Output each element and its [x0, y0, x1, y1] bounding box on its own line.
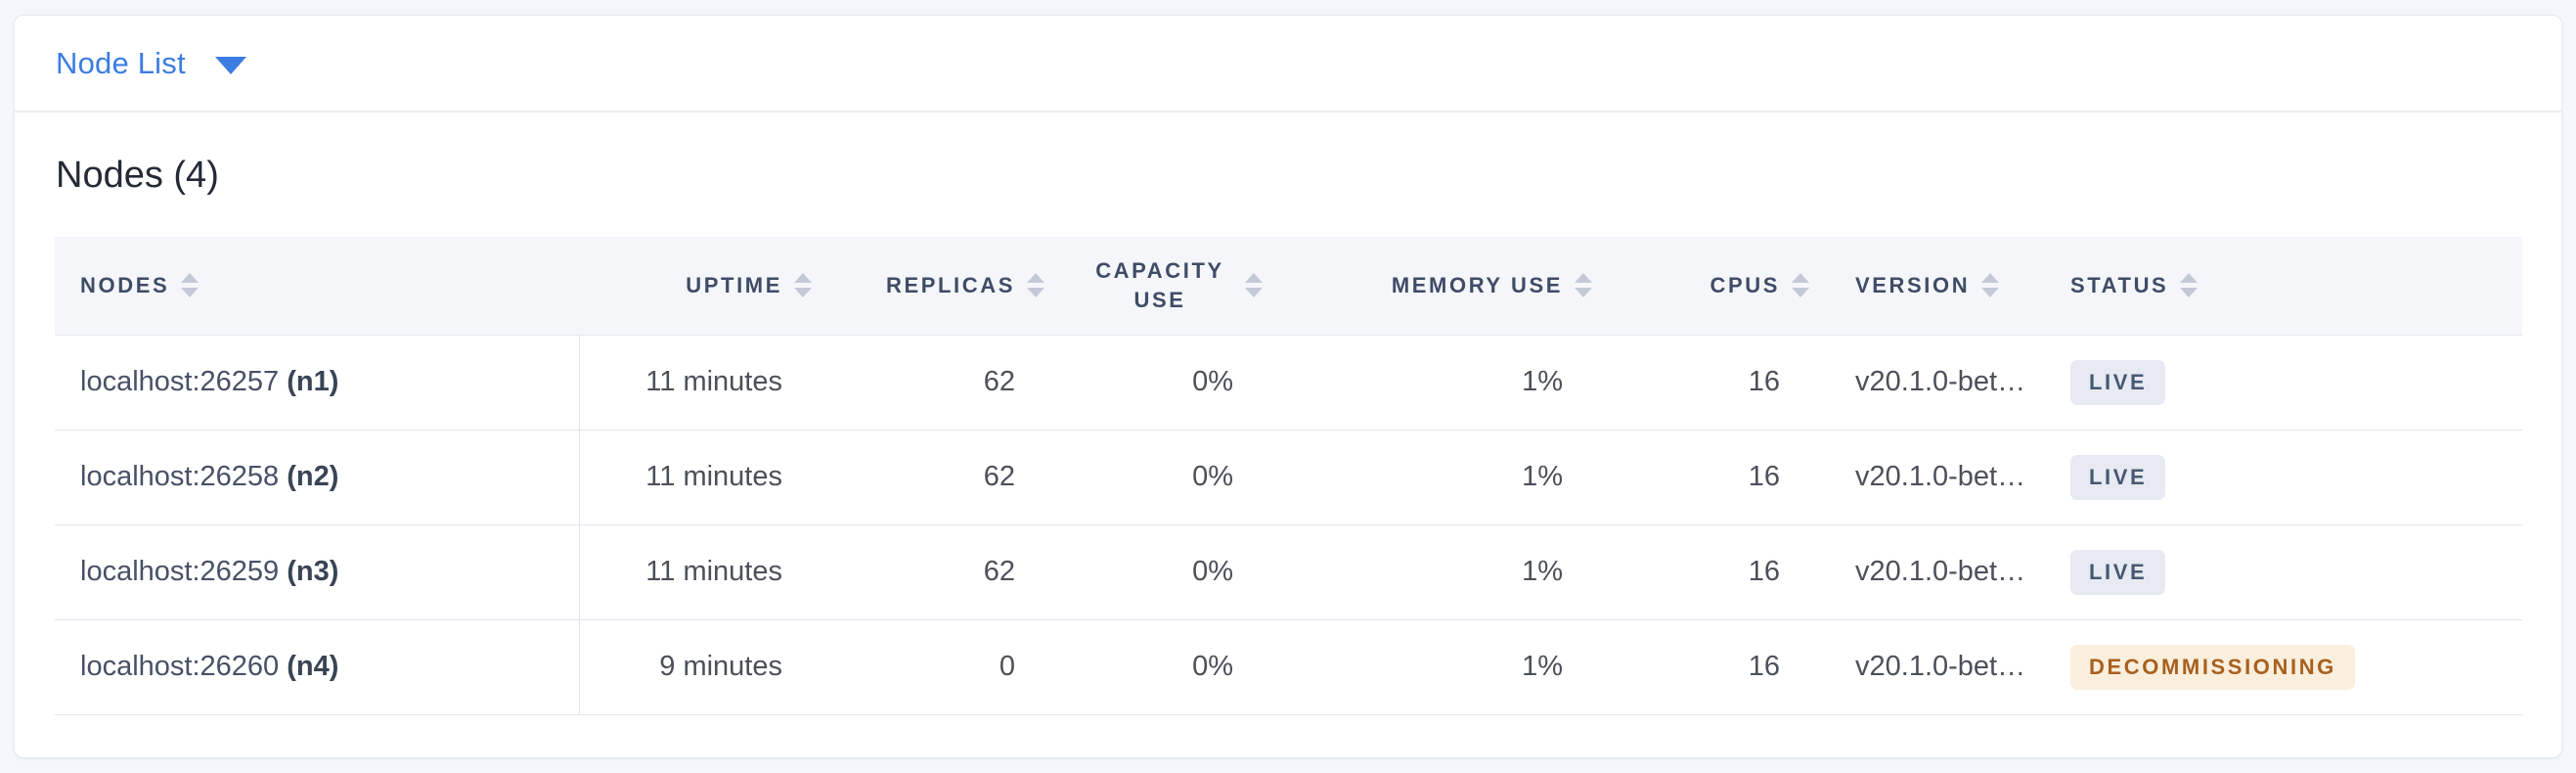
- memory-use-cell: 1%: [1288, 619, 1618, 715]
- capacity-use-cell: 0%: [1070, 335, 1288, 431]
- column-header-memory-use[interactable]: MEMORY USE: [1288, 237, 1618, 336]
- nodes-content: Nodes (4) NODES UPTIME: [15, 113, 2561, 715]
- replicas-cell: 0: [837, 619, 1070, 715]
- column-header-uptime[interactable]: UPTIME: [579, 237, 837, 336]
- status-badge: LIVE: [2070, 454, 2166, 500]
- table-row: localhost:26260 (n4) 9 minutes 0 0% 1% 1…: [55, 619, 2522, 715]
- status-cell: LIVE: [2055, 524, 2522, 620]
- version-cell: v20.1.0-bet…: [1835, 430, 2055, 525]
- status-cell: LIVE: [2055, 430, 2522, 525]
- column-header-version[interactable]: VERSION: [1835, 237, 2055, 336]
- replicas-cell: 62: [837, 430, 1070, 525]
- view-selector-label: Node List: [56, 45, 186, 80]
- node-cell: localhost:26257 (n1): [55, 335, 580, 431]
- capacity-use-cell: 0%: [1070, 619, 1288, 715]
- column-header-label: CPUS: [1710, 272, 1780, 297]
- replicas-cell: 62: [837, 335, 1070, 431]
- cpus-cell: 16: [1618, 430, 1835, 525]
- sort-arrows-icon: [181, 273, 200, 298]
- column-header-label: STATUS: [2070, 272, 2169, 297]
- node-address-link[interactable]: localhost:26258: [80, 461, 280, 492]
- table-row: localhost:26259 (n3) 11 minutes 62 0% 1%…: [55, 524, 2522, 620]
- table-header-row: NODES UPTIME REPLICAS: [55, 237, 2522, 336]
- sort-arrows-icon: [1027, 273, 1044, 298]
- node-id: (n3): [287, 556, 339, 587]
- memory-use-cell: 1%: [1288, 430, 1618, 525]
- sort-arrows-icon: [794, 273, 812, 298]
- version-cell: v20.1.0-bet…: [1835, 524, 2055, 620]
- node-id: (n2): [287, 461, 339, 492]
- column-header-replicas[interactable]: REPLICAS: [837, 237, 1070, 336]
- table-row: localhost:26258 (n2) 11 minutes 62 0% 1%…: [55, 430, 2522, 525]
- status-badge: LIVE: [2070, 359, 2166, 405]
- column-header-cpus[interactable]: CPUS: [1618, 237, 1835, 336]
- node-address-link[interactable]: localhost:26259: [80, 556, 280, 587]
- node-cell: localhost:26259 (n3): [55, 524, 580, 620]
- nodes-card: Node List Nodes (4) NODES: [14, 15, 2562, 758]
- uptime-cell: 9 minutes: [579, 619, 837, 715]
- column-header-nodes[interactable]: NODES: [55, 237, 579, 336]
- sort-arrows-icon: [1575, 273, 1592, 298]
- column-header-label: UPTIME: [686, 272, 782, 297]
- cpus-cell: 16: [1618, 619, 1835, 715]
- column-header-label: REPLICAS: [885, 272, 1015, 297]
- version-cell: v20.1.0-bet…: [1835, 619, 2055, 715]
- column-header-capacity-use[interactable]: CAPACITY USE: [1070, 237, 1288, 336]
- nodes-table: NODES UPTIME REPLICAS: [55, 237, 2522, 715]
- replicas-cell: 62: [837, 524, 1070, 620]
- node-address-link[interactable]: localhost:26260: [80, 651, 280, 682]
- uptime-cell: 11 minutes: [579, 524, 837, 620]
- sort-arrows-icon: [1981, 273, 2000, 298]
- node-address-link[interactable]: localhost:26257: [80, 366, 280, 397]
- status-cell: DECOMMISSIONING: [2055, 619, 2522, 715]
- column-header-label: VERSION: [1855, 272, 1971, 297]
- sort-arrows-icon: [2180, 273, 2198, 298]
- page-title: Nodes (4): [56, 155, 219, 196]
- sort-arrows-icon: [1792, 273, 1809, 298]
- uptime-cell: 11 minutes: [579, 335, 837, 431]
- memory-use-cell: 1%: [1288, 335, 1618, 431]
- cpus-cell: 16: [1618, 524, 1835, 620]
- view-selector-strip: Node List: [15, 16, 2561, 113]
- status-cell: LIVE: [2055, 335, 2522, 431]
- capacity-use-cell: 0%: [1070, 430, 1288, 525]
- memory-use-cell: 1%: [1288, 524, 1618, 620]
- caret-down-icon: [214, 56, 246, 74]
- uptime-cell: 11 minutes: [579, 430, 837, 525]
- status-badge: DECOMMISSIONING: [2070, 644, 2355, 690]
- node-cell: localhost:26260 (n4): [55, 619, 580, 715]
- sort-arrows-icon: [1245, 273, 1263, 298]
- status-badge: LIVE: [2070, 549, 2166, 595]
- column-header-status[interactable]: STATUS: [2055, 237, 2522, 336]
- table-row: localhost:26257 (n1) 11 minutes 62 0% 1%…: [55, 335, 2522, 431]
- version-cell: v20.1.0-bet…: [1835, 335, 2055, 431]
- column-header-label: NODES: [80, 272, 170, 297]
- cpus-cell: 16: [1618, 335, 1835, 431]
- node-cell: localhost:26258 (n2): [55, 430, 580, 525]
- node-id: (n4): [287, 651, 339, 682]
- view-selector-dropdown[interactable]: Node List: [56, 46, 246, 81]
- column-header-label: CAPACITY USE: [1095, 257, 1224, 312]
- capacity-use-cell: 0%: [1070, 524, 1288, 620]
- column-header-label: MEMORY USE: [1391, 272, 1563, 297]
- node-id: (n1): [287, 366, 339, 397]
